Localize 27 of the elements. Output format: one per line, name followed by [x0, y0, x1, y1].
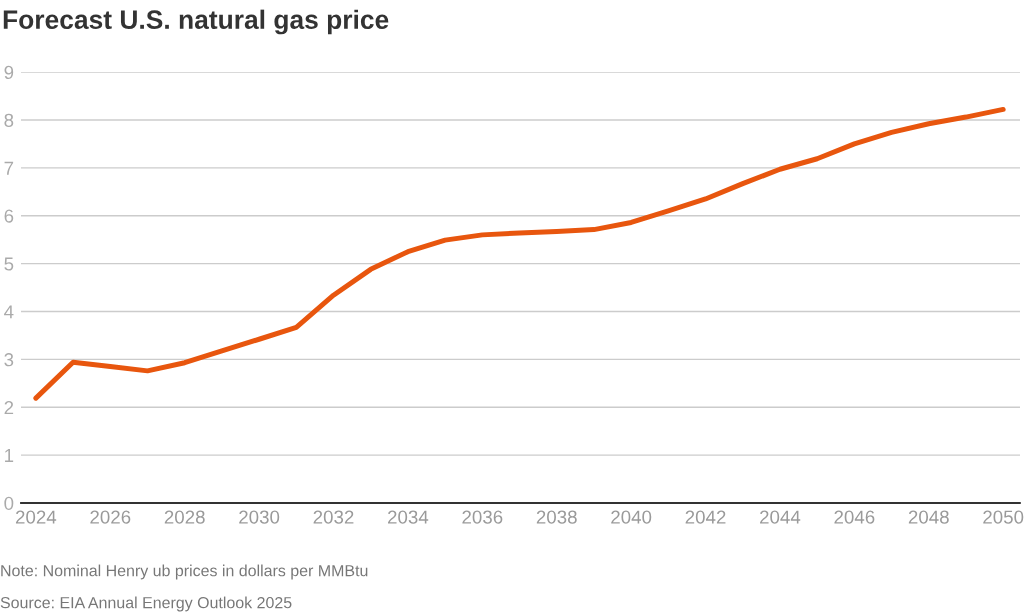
text: Note: Nominal Henry ub prices in dollars per MMBtu — [1, 564, 368, 580]
y-tick-label: 2 — [4, 400, 14, 415]
chart-title: Forecast U.S. natural gas price — [3, 9, 389, 35]
x-tick-label: 2032 — [313, 510, 354, 524]
y-tick-label: 4 — [4, 305, 14, 319]
y-tick-label: 0 — [4, 496, 14, 510]
x-tick-label: 2050 — [983, 510, 1024, 524]
y-tick-label: 6 — [4, 209, 14, 223]
x-tick-label: 2036 — [462, 510, 503, 524]
x-tick-label: 2028 — [164, 510, 205, 524]
y-tick-label: 1 — [5, 449, 14, 462]
x-tick-label: 2040 — [611, 510, 652, 524]
y-tick-label: 9 — [4, 65, 14, 80]
x-tick-label: 2044 — [760, 510, 801, 524]
x-tick-label: 2026 — [90, 510, 131, 524]
x-tick-label: 2034 — [388, 510, 429, 524]
y-tick-label: 8 — [4, 113, 14, 127]
y-tick-label: 7 — [4, 161, 14, 175]
y-tick-label: 3 — [4, 353, 14, 367]
source-note: Source: EIA Annual Energy Outlook 2025 — [0, 596, 292, 612]
x-tick-label: 2038 — [536, 510, 577, 524]
x-tick-label: 2042 — [685, 510, 726, 524]
x-tick-label: 2046 — [834, 510, 875, 524]
x-tick-label: 2030 — [239, 510, 280, 524]
y-tick-label: 5 — [4, 257, 14, 271]
x-tick-label: 2048 — [908, 510, 949, 524]
x-tick-label: 2024 — [15, 510, 57, 524]
